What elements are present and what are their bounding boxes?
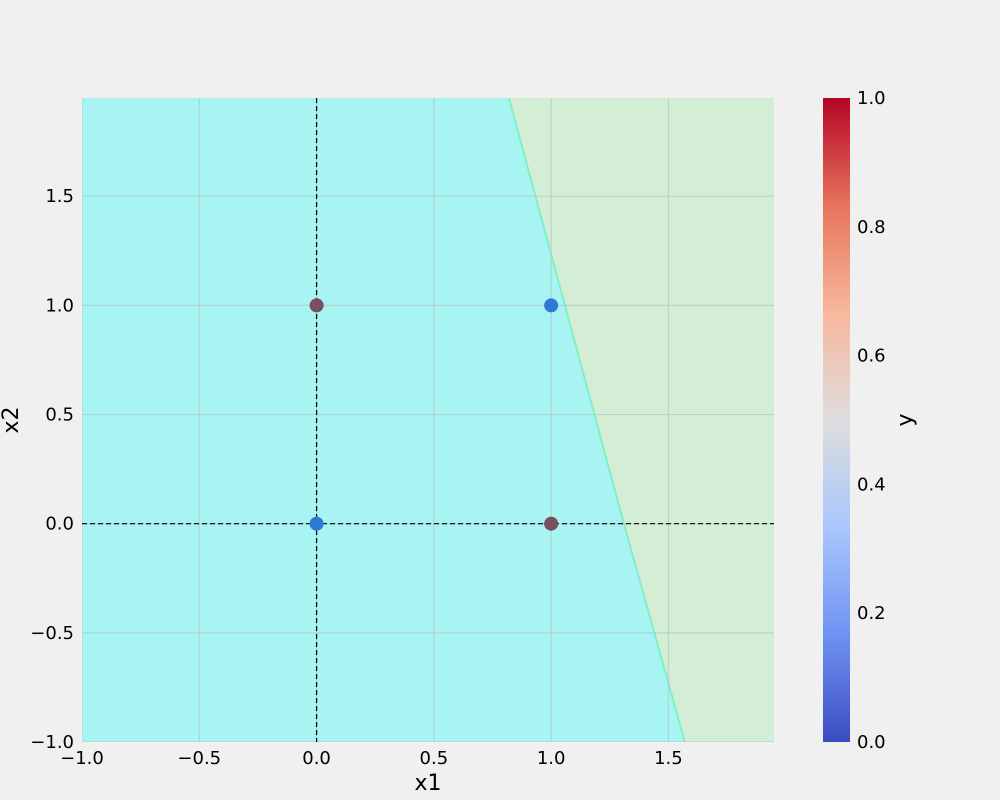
- x-tick-label: −1.0: [60, 748, 104, 769]
- colorbar-tick-label: 0.6: [857, 346, 886, 367]
- data-points: [309, 298, 559, 531]
- x-axis-label: x1: [414, 771, 441, 796]
- x-tick-label: 0.5: [420, 748, 449, 769]
- colorbar-gradient: [823, 98, 850, 742]
- x-tick-label: 0.0: [302, 748, 331, 769]
- colorbar-tick-label: 1.0: [857, 88, 886, 109]
- colorbar: 0.0 0.2 0.4 0.6 0.8 1.0 y: [823, 88, 918, 753]
- x-tick-label: 1.5: [654, 748, 683, 769]
- colorbar-label: y: [893, 413, 918, 426]
- y-axis-ticks: −1.0 −0.5 0.0 0.5 1.0 1.5: [30, 186, 74, 753]
- data-point: [309, 298, 324, 313]
- y-tick-label: −1.0: [30, 732, 74, 753]
- colorbar-tick-label: 0.2: [857, 603, 886, 624]
- y-tick-label: 1.0: [45, 295, 74, 316]
- x-axis-ticks: −1.0 −0.5 0.0 0.5 1.0 1.5: [60, 748, 683, 769]
- y-tick-label: 0.5: [45, 405, 74, 426]
- plot-area: [82, 98, 774, 742]
- colorbar-tick-label: 0.0: [857, 732, 886, 753]
- colorbar-tick-label: 0.8: [857, 217, 886, 238]
- data-point: [544, 298, 559, 313]
- y-tick-label: 0.0: [45, 514, 74, 535]
- x-tick-label: −0.5: [177, 748, 221, 769]
- data-point: [309, 516, 324, 531]
- y-axis-label: x2: [0, 406, 24, 433]
- data-point: [544, 516, 559, 531]
- y-tick-label: −0.5: [30, 623, 74, 644]
- colorbar-ticks: 0.0 0.2 0.4 0.6 0.8 1.0: [857, 88, 886, 753]
- colorbar-tick-label: 0.4: [857, 474, 886, 495]
- decision-region-left: [82, 98, 685, 742]
- y-tick-label: 1.5: [45, 186, 74, 207]
- x-tick-label: 1.0: [537, 748, 566, 769]
